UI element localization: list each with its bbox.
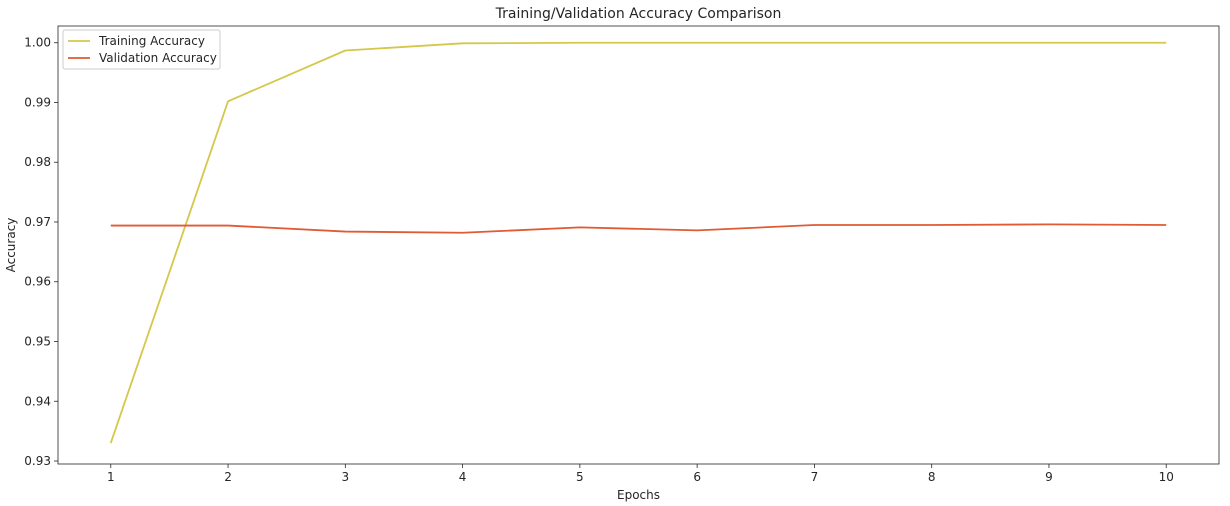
validation-accuracy-line bbox=[110, 223, 1167, 234]
y-tick-label: 0.94 bbox=[24, 394, 51, 408]
legend-label-training: Training Accuracy bbox=[98, 34, 205, 48]
x-tick-label: 8 bbox=[928, 470, 936, 484]
y-tick-label: 0.97 bbox=[24, 215, 51, 229]
y-axis: 0.93 0.94 0.95 0.96 0.97 0.98 0.99 1.00 bbox=[24, 36, 58, 468]
legend-label-validation: Validation Accuracy bbox=[99, 51, 217, 65]
chart-title: Training/Validation Accuracy Comparison bbox=[495, 6, 782, 22]
x-tick-label: 7 bbox=[811, 470, 819, 484]
x-tick-label: 2 bbox=[224, 470, 232, 484]
y-tick-label: 0.93 bbox=[24, 454, 51, 468]
training-accuracy-line bbox=[109, 41, 1167, 444]
y-axis-title: Accuracy bbox=[4, 218, 18, 273]
y-tick-label: 1.00 bbox=[24, 36, 51, 50]
x-axis-title: Epochs bbox=[617, 488, 660, 502]
x-tick-label: 1 bbox=[107, 470, 115, 484]
legend: Training Accuracy Validation Accuracy bbox=[62, 29, 221, 70]
x-tick-label: 9 bbox=[1045, 470, 1053, 484]
y-tick-label: 0.98 bbox=[24, 155, 51, 169]
x-tick-label: 5 bbox=[576, 470, 584, 484]
x-tick-label: 4 bbox=[459, 470, 467, 484]
x-tick-label: 10 bbox=[1159, 470, 1174, 484]
y-tick-label: 0.99 bbox=[24, 95, 51, 109]
legend-frame bbox=[62, 29, 221, 70]
y-tick-label: 0.95 bbox=[24, 335, 51, 349]
x-tick-label: 3 bbox=[341, 470, 349, 484]
series-lines bbox=[109, 41, 1167, 444]
y-tick-label: 0.96 bbox=[24, 275, 51, 289]
plot-area bbox=[57, 25, 1220, 465]
x-axis: 1 2 3 4 5 6 7 8 9 10 bbox=[107, 464, 1174, 484]
x-tick-label: 6 bbox=[693, 470, 701, 484]
